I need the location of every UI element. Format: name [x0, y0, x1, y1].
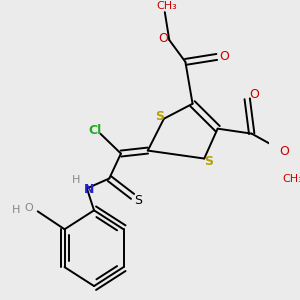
Text: N: N — [83, 183, 94, 196]
Text: O: O — [158, 32, 168, 44]
Text: S: S — [204, 155, 213, 168]
Text: CH₃: CH₃ — [283, 175, 300, 184]
Text: CH₃: CH₃ — [156, 1, 177, 11]
Text: O: O — [249, 88, 259, 101]
Text: S: S — [134, 194, 142, 207]
Text: H: H — [72, 176, 80, 185]
Text: O: O — [219, 50, 229, 63]
Text: Cl: Cl — [88, 124, 102, 137]
Text: O: O — [279, 145, 289, 158]
Text: O: O — [24, 203, 33, 213]
Text: H: H — [12, 205, 20, 215]
Text: S: S — [155, 110, 164, 123]
